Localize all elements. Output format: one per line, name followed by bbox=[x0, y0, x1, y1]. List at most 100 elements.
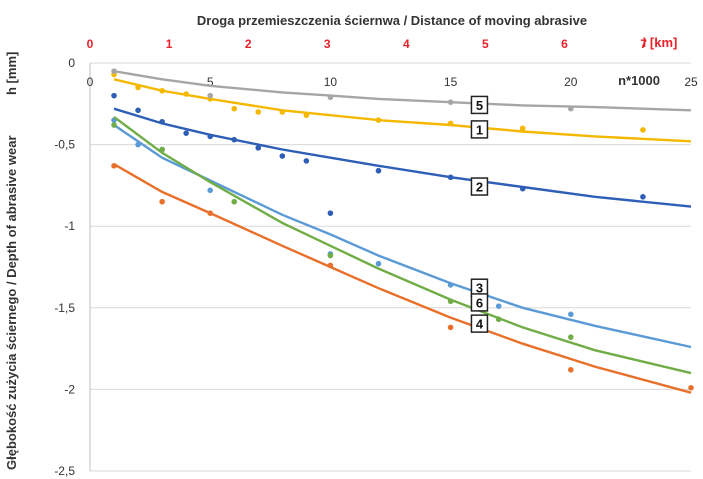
data-point bbox=[327, 252, 334, 259]
x2-tick-label: 0 bbox=[87, 37, 94, 51]
data-point bbox=[159, 118, 165, 125]
data-point bbox=[111, 68, 117, 74]
x-tick-label: 0 bbox=[87, 75, 94, 89]
x-tick-label: 25 bbox=[684, 75, 698, 89]
data-point bbox=[375, 117, 382, 123]
series-3 bbox=[111, 117, 692, 349]
data-point bbox=[568, 105, 574, 112]
y-tick-label: -0,5 bbox=[54, 138, 75, 152]
x2-tick-label: 4 bbox=[403, 37, 410, 51]
y-axis-unit: h [mm] bbox=[4, 52, 19, 95]
series-4 bbox=[111, 163, 694, 394]
data-point bbox=[207, 187, 213, 194]
data-point bbox=[327, 94, 334, 101]
data-point bbox=[255, 145, 262, 151]
data-point bbox=[568, 334, 574, 340]
data-point bbox=[207, 92, 213, 99]
curve-label-6: 6 bbox=[470, 293, 489, 312]
data-point bbox=[568, 311, 574, 318]
x2-tick-label: 1 bbox=[166, 37, 173, 51]
curve-label-text: 6 bbox=[476, 295, 483, 310]
data-point bbox=[183, 91, 189, 97]
x-axis-label: n*1000 bbox=[618, 73, 660, 88]
data-point bbox=[279, 153, 286, 159]
curve-label-text: 2 bbox=[476, 180, 483, 195]
x-tick-label: 10 bbox=[324, 75, 338, 89]
data-point bbox=[111, 122, 117, 128]
curve-labels: 1 2 3 4 5 6 bbox=[470, 95, 489, 333]
data-point bbox=[447, 120, 454, 127]
data-point bbox=[447, 298, 454, 305]
curve-label-text: 5 bbox=[476, 98, 483, 113]
y-tick-label: -1 bbox=[64, 219, 75, 233]
data-point bbox=[207, 133, 213, 140]
tick-labels: 0-0,5-1-1,5-2-2,50 5 10 15 20 250 1 2 3 4 5 6 7 bbox=[54, 37, 698, 478]
y-tick-label: -2,5 bbox=[54, 464, 75, 478]
data-point bbox=[135, 141, 141, 148]
x-tick-label: 15 bbox=[444, 75, 458, 89]
trend-line-4 bbox=[113, 163, 692, 394]
data-point bbox=[519, 185, 526, 192]
data-point bbox=[159, 87, 165, 94]
trend-line-6 bbox=[113, 115, 692, 375]
data-point bbox=[640, 127, 646, 133]
data-point bbox=[111, 92, 117, 99]
data-point bbox=[279, 109, 286, 115]
grid-lines bbox=[90, 62, 691, 472]
data-point bbox=[207, 210, 213, 216]
data-point bbox=[495, 303, 502, 309]
y-axis-label: Głębokość zużycia ściernego / Depth of a… bbox=[4, 135, 19, 470]
data-point bbox=[111, 163, 117, 169]
data-point bbox=[375, 167, 382, 174]
x2-tick-label: 6 bbox=[561, 37, 568, 51]
data-point bbox=[231, 198, 238, 205]
data-point bbox=[495, 316, 502, 323]
curve-label-text: 3 bbox=[476, 281, 483, 296]
series-2 bbox=[111, 92, 692, 216]
series-layer bbox=[111, 68, 694, 394]
chart-title: Droga przemieszczenia ściernwa / Distanc… bbox=[197, 13, 587, 28]
data-point bbox=[447, 99, 454, 105]
data-point bbox=[327, 210, 334, 216]
data-point bbox=[568, 367, 574, 373]
curve-label-2: 2 bbox=[470, 177, 489, 196]
x2-axis-label: l [km] bbox=[643, 35, 678, 50]
x2-tick-label: 7 bbox=[640, 37, 647, 51]
curve-label-text: 4 bbox=[476, 317, 484, 332]
data-point bbox=[519, 125, 526, 132]
series-6 bbox=[111, 115, 692, 375]
x2-tick-label: 3 bbox=[324, 37, 331, 51]
data-point bbox=[447, 324, 454, 331]
data-point bbox=[688, 384, 694, 391]
data-point bbox=[375, 260, 382, 267]
curve-label-1: 1 bbox=[470, 120, 489, 139]
x-tick-label: 20 bbox=[564, 75, 578, 89]
data-point bbox=[447, 174, 454, 181]
trend-line-2 bbox=[113, 107, 692, 208]
data-point bbox=[159, 146, 165, 153]
data-point bbox=[327, 262, 334, 269]
data-point bbox=[135, 107, 141, 114]
y-tick-label: -1,5 bbox=[54, 301, 75, 315]
x2-tick-label: 5 bbox=[482, 37, 489, 51]
data-point bbox=[231, 105, 238, 112]
data-point bbox=[183, 130, 189, 136]
data-point bbox=[159, 198, 165, 205]
y-tick-label: -2 bbox=[64, 382, 75, 396]
data-point bbox=[231, 136, 238, 143]
series-1 bbox=[111, 71, 692, 143]
data-point bbox=[640, 194, 646, 200]
trend-line-5 bbox=[113, 70, 692, 112]
data-point bbox=[255, 109, 262, 115]
x2-tick-label: 2 bbox=[245, 37, 252, 51]
curve-label-text: 1 bbox=[476, 122, 483, 137]
data-point bbox=[303, 158, 310, 164]
trend-line-3 bbox=[113, 124, 692, 349]
x-tick-label: 5 bbox=[207, 75, 214, 89]
data-point bbox=[135, 84, 141, 91]
series-5 bbox=[111, 68, 692, 112]
y-tick-label: 0 bbox=[68, 56, 75, 70]
curve-label-5: 5 bbox=[470, 95, 489, 115]
data-point bbox=[303, 112, 310, 119]
